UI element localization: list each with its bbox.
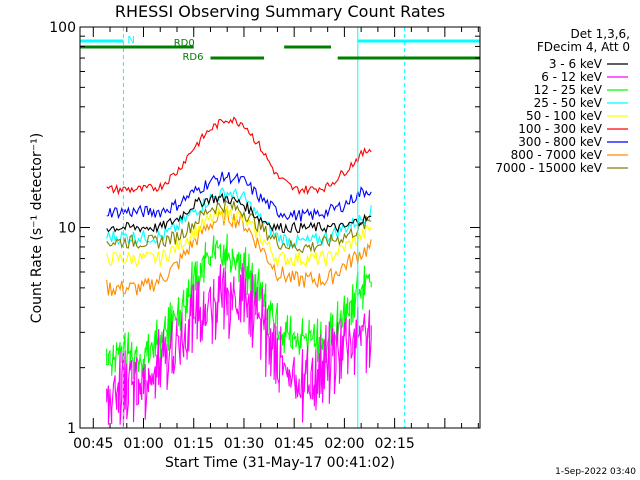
- annotation-label-0: N: [127, 35, 134, 46]
- y-tick-label: 10: [58, 221, 76, 237]
- y-axis-label: Count Rate (s⁻¹ detector⁻¹): [29, 133, 45, 323]
- chart-title: RHESSI Observing Summary Count Rates: [115, 2, 445, 21]
- annotation-layer: N RD0 RD6: [80, 27, 480, 428]
- series-line-8: [106, 199, 372, 254]
- y-tick-label: 1: [67, 421, 76, 437]
- legend-label: 6 - 12 keV: [541, 70, 603, 84]
- legend-label: 800 - 7000 keV: [511, 148, 603, 162]
- series-line-4: [106, 204, 372, 269]
- series-line-1: [106, 263, 372, 429]
- legend-label: 12 - 25 keV: [534, 83, 603, 97]
- x-tick-label: 00:45: [73, 436, 113, 452]
- legend-label: 300 - 800 keV: [518, 135, 602, 149]
- legend-label: 100 - 300 keV: [518, 122, 602, 136]
- plot-area: [106, 116, 372, 429]
- series-line-6: [106, 171, 372, 222]
- series-line-5: [106, 116, 372, 196]
- x-tick-label: 01:00: [123, 436, 163, 452]
- series-line-7: [106, 205, 372, 296]
- legend-header-line-2: FDecim 4, Att 0: [537, 40, 630, 54]
- x-axis-label: Start Time (31-May-17 00:41:02): [165, 455, 395, 471]
- x-tick-label: 01:15: [174, 436, 214, 452]
- x-tick-label: 01:30: [224, 436, 264, 452]
- legend-header-line-1: Det 1,3,6,: [571, 27, 631, 41]
- x-tick-label: 01:45: [274, 436, 314, 452]
- annotation-label-3: RD6: [182, 52, 203, 63]
- annotation-label-2: RD0: [174, 38, 195, 49]
- y-tick-label: 100: [49, 20, 76, 36]
- axes: 1 10 100 00:45 01:00 01:15 01:30 01:45 02:00 02:1…: [49, 20, 481, 452]
- series-line-3: [106, 187, 372, 248]
- legend-label: 50 - 100 keV: [526, 109, 603, 123]
- x-tick-label: 02:15: [374, 436, 414, 452]
- legend-label: 25 - 50 keV: [534, 96, 603, 110]
- legend-label: 7000 - 15000 keV: [495, 161, 602, 175]
- legend-label: 3 - 6 keV: [549, 57, 603, 71]
- footer-date: 1-Sep-2022 03:40: [555, 467, 636, 477]
- series-line-0: [106, 192, 372, 234]
- x-tick-label: 02:00: [324, 436, 364, 452]
